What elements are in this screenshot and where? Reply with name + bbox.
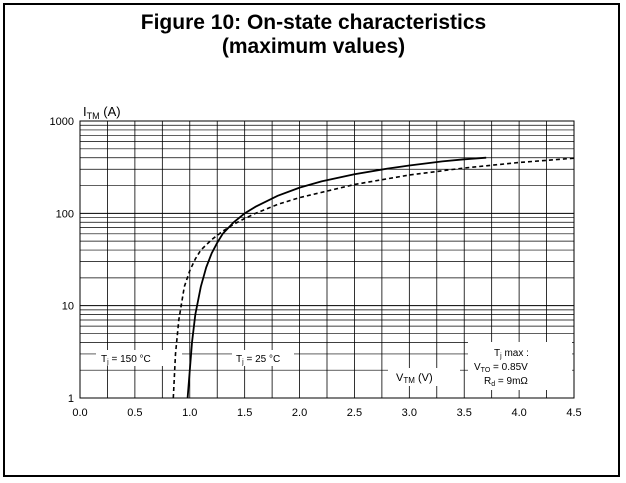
y-tick-label: 10	[62, 301, 74, 313]
tj150-label-box	[96, 350, 182, 366]
x-tick-label: 3.0	[402, 407, 417, 419]
x-tick-label: 2.0	[292, 407, 307, 419]
ticks-layer: 0.0 0.5 1.0 1.5 2.0 2.5 3.0 3.5 4.0 4.5 1 10 100 1000	[50, 116, 582, 419]
x-axis-label: VTM (V)	[396, 372, 433, 385]
y-tick-label: 1	[68, 393, 74, 405]
y-tick-label: 1000	[50, 116, 74, 128]
y-tick-label: 100	[56, 208, 74, 220]
series-line-tj25	[186, 156, 487, 399]
x-tick-label: 0.0	[72, 407, 87, 419]
tjmax-line1: Tj max :	[494, 348, 529, 360]
x-tick-label: 1.5	[237, 407, 252, 419]
y-axis-label: ITM (A)	[83, 104, 121, 121]
series-layer	[172, 156, 575, 399]
tj25-label: Tj = 25 °C	[236, 354, 280, 366]
vtm-label-box	[388, 368, 460, 386]
x-tick-label: 0.5	[127, 407, 142, 419]
tjmax-line3: Rd = 9mΩ	[484, 376, 528, 388]
figure-title-line1: Figure 10: On-state characteristics	[140, 11, 487, 34]
chart-grid	[79, 120, 575, 399]
figure-title: Figure 10: On-state characteristics (max…	[5, 11, 622, 59]
x-tick-label: 4.5	[566, 407, 581, 419]
tjmax-box	[468, 342, 572, 390]
x-tick-label: 4.0	[511, 407, 526, 419]
plot-area	[79, 120, 575, 399]
x-tick-label: 3.5	[457, 407, 472, 419]
tj150-label: Tj = 150 °C	[101, 354, 151, 366]
x-tick-label: 2.5	[347, 407, 362, 419]
x-tick-label: 1.0	[182, 407, 197, 419]
tj25-label-box	[232, 350, 294, 366]
figure-title-line2: (maximum values)	[221, 35, 406, 58]
